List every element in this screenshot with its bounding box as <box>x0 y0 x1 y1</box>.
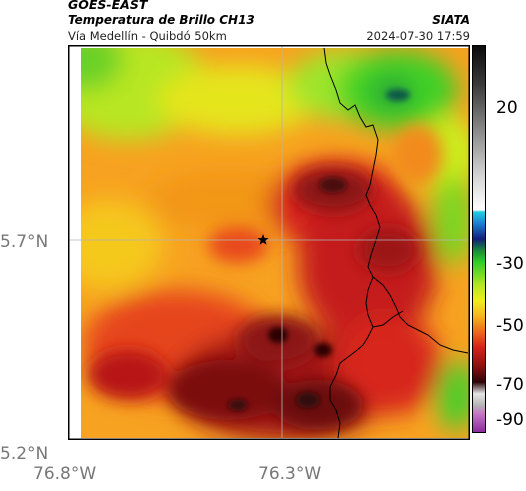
map-frame <box>68 45 470 440</box>
temperature-field <box>81 48 469 438</box>
product-title: Temperatura de Brillo CH13 <box>68 13 255 27</box>
colorbar-label: 20 <box>496 98 518 118</box>
admin-border-lines <box>323 47 469 439</box>
lon-tick-label: 76.8°W <box>33 464 97 484</box>
brightness-temperature-map[interactable] <box>68 45 470 440</box>
colorbar <box>472 45 486 433</box>
colorbar-label: -50 <box>496 316 524 336</box>
datetime-label: 2024-07-30 17:59 <box>366 29 470 43</box>
star-marker-icon[interactable] <box>257 234 269 245</box>
colorbar-label: -90 <box>496 410 524 430</box>
route-subtitle: Vía Medellín - Quibdó 50km <box>68 29 227 43</box>
colorbar-label: -70 <box>496 375 524 395</box>
map-panel[interactable] <box>68 45 470 440</box>
lat-tick-label: 5.2°N <box>0 444 49 464</box>
graticule <box>68 45 470 440</box>
org-label: SIATA <box>432 13 470 27</box>
colorbar-label: -30 <box>496 254 524 274</box>
lat-tick-label: 5.7°N <box>0 232 49 252</box>
lon-tick-label: 76.3°W <box>258 464 322 484</box>
satellite-title: GOES-EAST <box>68 0 148 12</box>
